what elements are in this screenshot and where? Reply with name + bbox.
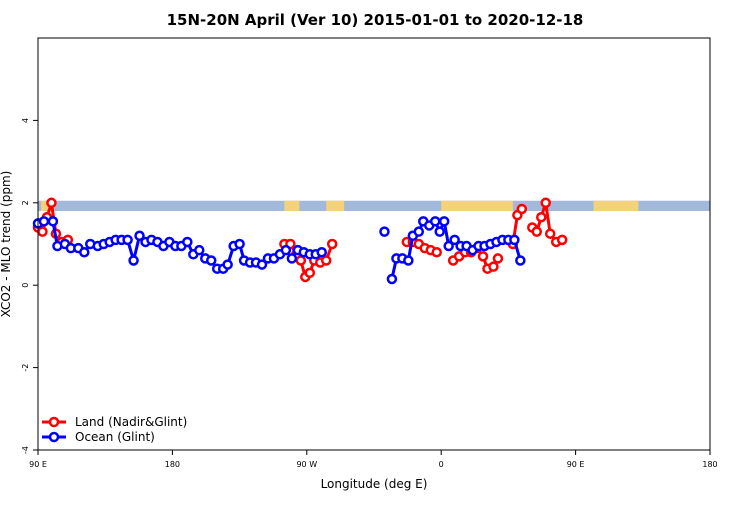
data-point — [544, 228, 556, 239]
data-point — [280, 244, 292, 256]
data-point — [413, 226, 425, 237]
data-point — [320, 255, 332, 266]
data-point — [46, 197, 57, 209]
land-band-segment — [326, 200, 345, 212]
land-band-segment — [441, 200, 513, 212]
ocean-band — [38, 200, 710, 212]
data-point — [386, 273, 398, 285]
chart-title: 15N-20N April (Ver 10) 2015-01-01 to 202… — [167, 11, 584, 29]
data-point — [222, 259, 233, 270]
data-point — [128, 255, 139, 266]
x-tick-label: 180 — [165, 460, 180, 469]
x-tick-label: 90 E — [567, 460, 585, 469]
data-point — [509, 234, 520, 246]
legend-marker — [48, 416, 60, 428]
data-point — [431, 246, 442, 258]
x-tick-label: 180 — [702, 460, 717, 469]
data-point — [182, 236, 193, 248]
y-tick-label: 4 — [21, 118, 30, 123]
x-tick-label: 90 E — [29, 460, 47, 469]
legend: Land (Nadir&Glint)Ocean (Glint) — [42, 415, 187, 444]
data-point — [443, 240, 454, 252]
data-point — [379, 226, 390, 237]
data-point — [122, 234, 133, 246]
data-point — [429, 216, 441, 227]
data-point — [492, 253, 504, 264]
y-tick-label: -4 — [21, 446, 30, 454]
data-point — [316, 246, 327, 258]
y-tick-label: 2 — [21, 200, 30, 205]
data-point — [531, 226, 543, 237]
data-point — [516, 203, 528, 215]
y-axis: -4 -2 0 2 4 — [21, 118, 38, 454]
x-tick-label: 90 W — [296, 460, 317, 469]
data-point — [79, 246, 90, 258]
data-point — [438, 216, 450, 227]
land-band-segment — [284, 200, 300, 212]
data-point — [488, 261, 499, 272]
data-point — [403, 255, 414, 266]
plot-area — [32, 197, 710, 285]
data-point — [326, 238, 338, 250]
data-point — [477, 251, 489, 262]
data-point — [449, 234, 460, 246]
data-point — [47, 216, 59, 227]
plot-frame — [37, 37, 711, 451]
series-ocean — [32, 216, 526, 285]
data-point — [434, 226, 445, 237]
land-band-segment — [593, 200, 639, 212]
x-tick-label: 0 — [439, 460, 444, 469]
data-point — [134, 230, 145, 242]
y-tick-label: -2 — [21, 364, 30, 372]
data-point — [205, 255, 217, 266]
data-point — [304, 267, 316, 279]
data-point — [38, 216, 50, 227]
data-point — [540, 197, 551, 209]
legend-label: Land (Nadir&Glint) — [75, 415, 187, 429]
legend-label: Ocean (Glint) — [75, 430, 155, 444]
y-axis-label: XCO2 - MLO trend (ppm) — [0, 171, 13, 318]
data-point — [286, 253, 298, 264]
data-point — [536, 211, 547, 223]
data-point — [556, 234, 568, 246]
series-line — [390, 216, 522, 280]
data-point — [194, 244, 205, 256]
data-point — [37, 226, 48, 237]
data-point — [515, 255, 526, 266]
data-point — [256, 259, 268, 270]
data-point — [295, 255, 307, 266]
y-tick-label: 0 — [21, 283, 30, 288]
x-axis: 90 E 180 90 W 0 90 E 180 — [29, 450, 718, 469]
legend-marker — [48, 431, 60, 443]
x-axis-label: Longitude (deg E) — [321, 477, 428, 491]
data-point — [234, 238, 245, 250]
